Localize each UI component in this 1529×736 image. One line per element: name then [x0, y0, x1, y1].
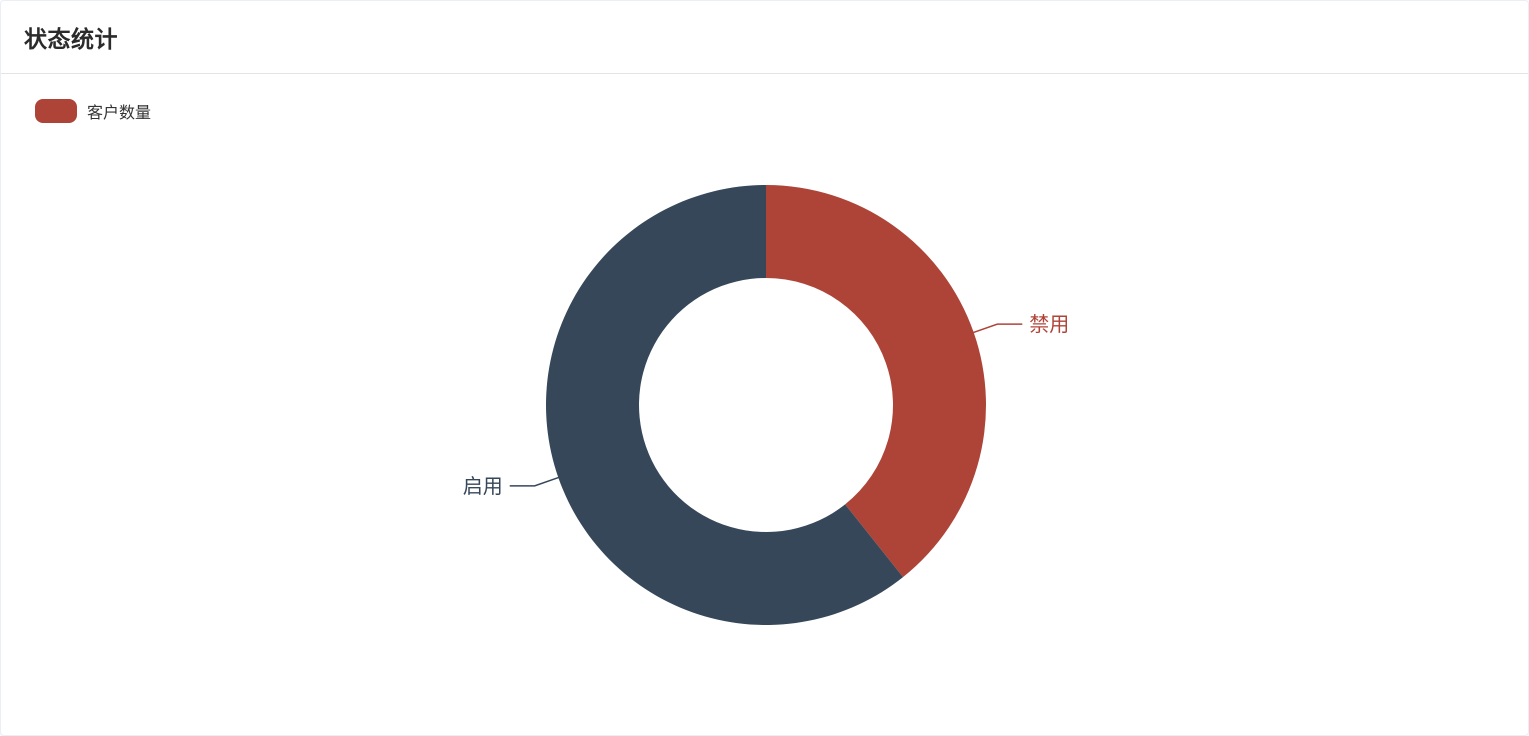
label-leader-line-禁用	[971, 323, 1023, 334]
chart-area: 客户数量 禁用启用	[1, 74, 1528, 735]
label-leader-line-启用	[509, 476, 561, 487]
slice-label-启用: 启用	[463, 475, 503, 498]
pie-slice-禁用[interactable]	[766, 185, 987, 578]
slice-label-禁用: 禁用	[1029, 313, 1069, 336]
card-header: 状态统计	[1, 1, 1528, 74]
page-title: 状态统计	[24, 26, 118, 52]
legend-item-customer-count[interactable]: 客户数量	[35, 99, 151, 123]
legend-marker-icon	[35, 99, 77, 123]
pie-slice-启用[interactable]	[546, 185, 904, 625]
legend: 客户数量	[35, 99, 151, 123]
legend-item-label: 客户数量	[87, 105, 152, 122]
